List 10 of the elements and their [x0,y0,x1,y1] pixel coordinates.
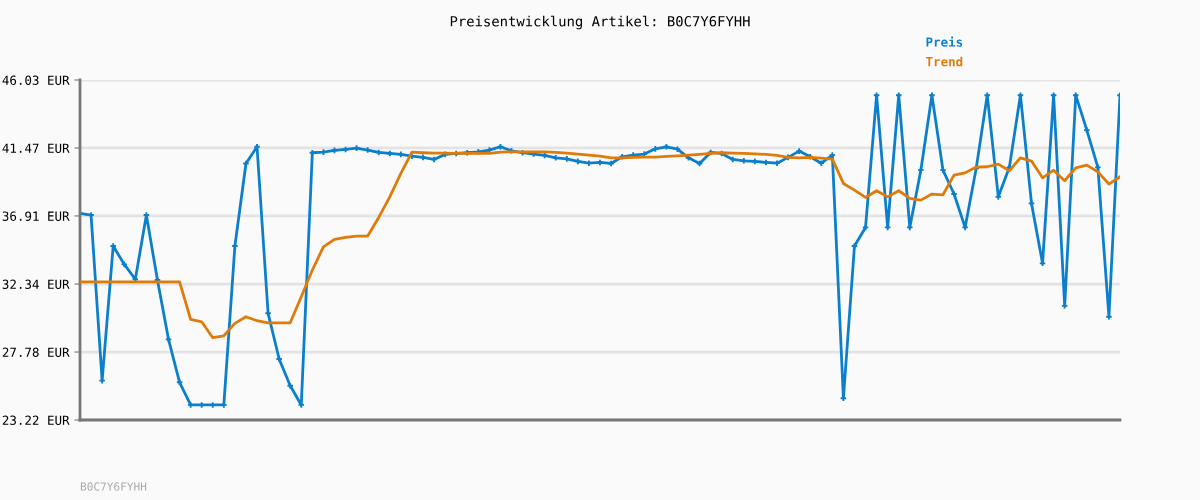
y-tick-label: 32.34 EUR [2,279,70,290]
y-tick-label: 23.22 EUR [2,415,70,425]
text: Trend [926,56,963,67]
y-tick-label: 41.47 EUR [2,143,70,153]
text: Preis [926,36,963,47]
y-tick-label: 27.78 EUR [2,347,70,357]
text: B0C7Y6FYHH [80,482,147,491]
chart-title: Preisentwicklung Artikel: B0C7Y6FYHH [450,15,750,30]
y-tick-label: 46.03 EUR [2,75,70,85]
y-tick-label: 36.91 EUR [2,211,70,221]
